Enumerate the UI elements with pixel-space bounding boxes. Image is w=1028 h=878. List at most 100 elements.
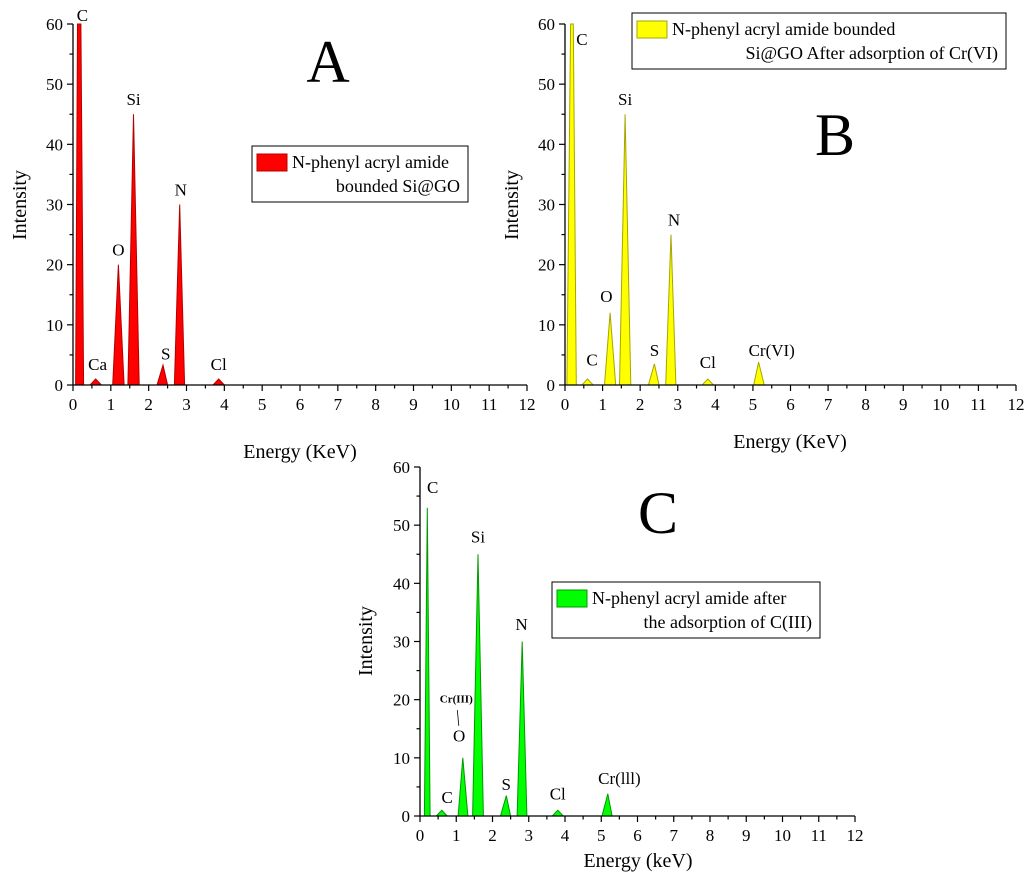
x-tick-label: 1 [107, 395, 116, 414]
y-tick-label: 60 [46, 15, 63, 34]
peak-label: Cl [700, 353, 716, 372]
x-tick-label: 6 [633, 826, 642, 845]
panel-letter: B [815, 102, 855, 168]
y-tick-label: 20 [538, 256, 555, 275]
peak-label: Cl [211, 355, 227, 374]
x-tick-label: 2 [636, 395, 645, 414]
x-tick-label: 7 [670, 826, 679, 845]
x-tick-label: 4 [711, 395, 720, 414]
x-tick-label: 10 [443, 395, 460, 414]
x-tick-label: 3 [525, 826, 534, 845]
peak-label: O [453, 727, 465, 746]
x-tick-label: 10 [932, 395, 949, 414]
peak-label: Cl [550, 785, 566, 804]
legend-swatch [556, 589, 588, 608]
y-axis-title: Intensity [501, 170, 523, 240]
y-tick-label: 50 [46, 75, 63, 94]
y-tick-label: 0 [402, 807, 411, 826]
peak-label: S [502, 775, 511, 794]
y-tick-label: 0 [55, 376, 64, 395]
y-tick-label: 0 [547, 376, 556, 395]
x-tick-label: 9 [899, 395, 908, 414]
y-tick-label: 50 [393, 516, 410, 535]
x-tick-label: 6 [296, 395, 305, 414]
x-tick-label: 6 [786, 395, 795, 414]
y-tick-label: 40 [538, 135, 555, 154]
y-axis-title: Intensity [9, 170, 31, 240]
x-tick-label: 1 [598, 395, 607, 414]
peak-label: C [77, 6, 88, 25]
y-tick-label: 40 [393, 574, 410, 593]
legend-entry: bounded Si@GO [336, 176, 460, 196]
x-tick-label: 11 [811, 826, 827, 845]
x-tick-label: 11 [481, 395, 497, 414]
y-tick-label: 30 [393, 633, 410, 652]
legend-swatch [256, 153, 288, 172]
y-tick-label: 20 [46, 256, 63, 275]
peak-label: S [161, 345, 170, 364]
peak-label: C [576, 30, 587, 49]
x-axis-title: Energy (KeV) [243, 441, 356, 463]
y-tick-label: 40 [46, 135, 63, 154]
peak-label: C [427, 478, 438, 497]
legend-entry: N-phenyl acryl amide [292, 152, 449, 172]
x-tick-label: 12 [847, 826, 864, 845]
legend-box [251, 145, 469, 203]
peak-label: C [586, 351, 597, 370]
x-tick-label: 3 [182, 395, 191, 414]
peak-label: N [515, 615, 527, 634]
y-tick-label: 10 [393, 749, 410, 768]
x-tick-label: 8 [706, 826, 715, 845]
peak-label: N [668, 211, 680, 230]
x-tick-label: 8 [371, 395, 380, 414]
x-tick-label: 0 [416, 826, 425, 845]
y-tick-label: 10 [538, 316, 555, 335]
x-tick-label: 12 [1008, 395, 1025, 414]
y-tick-label: 60 [538, 15, 555, 34]
x-tick-label: 11 [970, 395, 986, 414]
peak-label: Si [618, 90, 632, 109]
y-tick-label: 10 [46, 316, 63, 335]
legend-entry: N-phenyl acryl amide after [592, 588, 786, 608]
y-axis-title: Intensity [355, 606, 377, 676]
x-tick-label: 2 [488, 826, 497, 845]
panel-letter: C [638, 480, 678, 546]
peak-label: N [175, 180, 187, 199]
spectrum-series [420, 507, 819, 817]
peak-label: S [650, 341, 659, 360]
x-tick-label: 7 [334, 395, 343, 414]
annotation-label: Cr(III) [440, 694, 473, 706]
x-tick-label: 4 [220, 395, 229, 414]
peak-label: Cr(lll) [598, 769, 641, 788]
x-tick-label: 12 [519, 395, 536, 414]
x-tick-label: 5 [258, 395, 267, 414]
peak-label: O [600, 287, 612, 306]
legend-entry: Si@GO After adsorption of Cr(VI) [745, 43, 998, 64]
y-tick-label: 30 [46, 196, 63, 215]
y-tick-label: 20 [393, 691, 410, 710]
legend-entry: the adsorption of C(III) [644, 612, 812, 633]
spectrum-series [565, 23, 979, 386]
x-axis-title: Energy (KeV) [733, 431, 846, 453]
x-tick-label: 5 [597, 826, 606, 845]
x-tick-label: 7 [824, 395, 833, 414]
legend-entry: N-phenyl acryl amide bounded [672, 19, 895, 39]
x-tick-label: 1 [452, 826, 461, 845]
legend-box [551, 581, 821, 639]
x-tick-label: 2 [144, 395, 153, 414]
legend-box [631, 12, 1007, 70]
panel-letter: A [306, 29, 349, 95]
peak-label: Si [471, 528, 485, 547]
legend-swatch [636, 20, 668, 39]
x-tick-label: 0 [561, 395, 570, 414]
y-tick-label: 50 [538, 75, 555, 94]
x-tick-label: 8 [861, 395, 870, 414]
peak-label: Si [126, 90, 140, 109]
peak-label: Cr(VI) [749, 341, 795, 360]
x-tick-label: 9 [409, 395, 418, 414]
x-tick-label: 4 [561, 826, 570, 845]
x-tick-label: 0 [69, 395, 78, 414]
